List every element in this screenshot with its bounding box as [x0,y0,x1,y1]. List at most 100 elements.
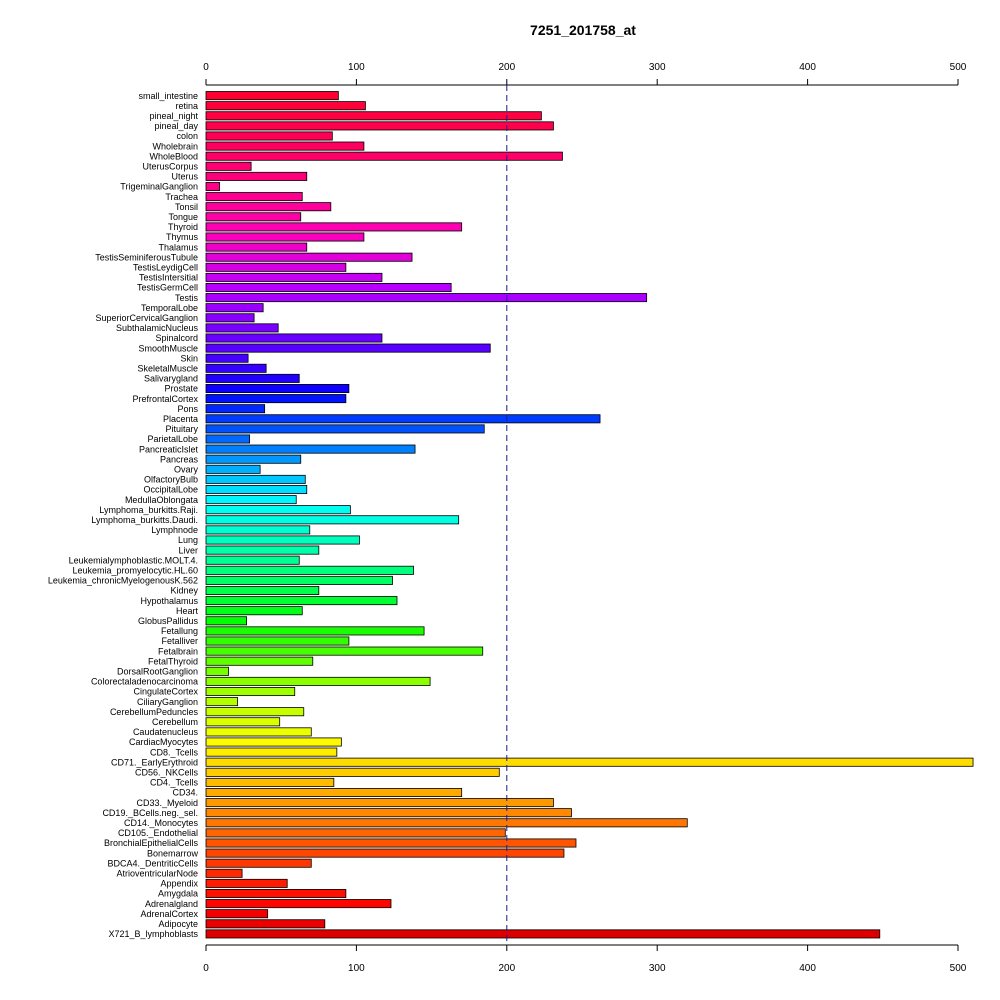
bar [205,646,484,656]
category-label: Pons [177,404,198,414]
bar [205,818,688,828]
category-label: TestisGermCell [137,283,198,293]
category-label: Placenta [163,414,198,424]
bar [205,757,974,767]
bar [205,899,392,909]
bar [205,747,338,757]
bar [205,282,452,292]
bar [205,878,288,888]
category-label: FetalThyroid [148,656,198,666]
category-label: TrigeminalGanglion [120,182,198,192]
category-label: OccipitalLobe [143,485,198,495]
category-label: CiliaryGanglion [137,697,198,707]
category-label: retina [175,101,198,111]
category-label: Ovary [174,465,199,475]
category-label: Lymphnode [151,525,198,535]
bar [205,515,460,525]
bar [205,666,229,676]
category-label: Testis [175,293,199,303]
bar [205,495,297,505]
bar [205,545,320,555]
bar [205,858,312,868]
category-label: TestisSeminiferousTubule [95,252,198,262]
bar [205,717,281,727]
category-label: Fetalbrain [158,646,198,656]
bar [205,141,365,151]
top-axis: 0 100 200 300 400 500 [203,62,967,86]
category-label: Liver [178,545,198,555]
category-label: Tongue [168,212,198,222]
bar [205,212,302,222]
bar [205,848,565,858]
bar [205,91,339,101]
bar [205,424,485,434]
bottom-axis-tick-label: 500 [950,963,967,974]
category-label: TestisIntersitial [139,273,198,283]
bar [205,555,300,565]
bar [205,394,347,404]
category-label: Adrenalgland [145,899,198,909]
bottom-axis-tick-label: 200 [498,963,515,974]
category-label: Skin [180,353,198,363]
bar [205,596,398,606]
bar [205,636,350,646]
category-label: CD8._Tcells [150,747,199,757]
bar [205,919,326,929]
bar [205,242,308,252]
bar [205,101,366,111]
category-label: GlobusPallidus [138,616,199,626]
category-label: BronchialEpithelialCells [104,838,199,848]
category-label: Amygdala [158,889,198,899]
category-label: AtrioventricularNode [116,869,198,879]
category-label: OlfactoryBulb [144,475,198,485]
bar [205,777,335,787]
bar [205,414,601,424]
bar [205,889,347,899]
category-label: Pancreas [160,454,199,464]
category-label: CerebellumPeduncles [110,707,199,717]
category-label: SkeletalMuscle [137,364,198,374]
category-label: pineal_day [154,121,198,131]
bar [205,656,314,666]
bar [205,171,308,181]
bar [205,808,572,818]
category-label: SubthalamicNucleus [116,323,199,333]
category-label: Cerebellum [152,717,198,727]
category-label: CD56._NKCells [135,768,199,778]
bar [205,313,255,323]
category-label: colon [176,131,198,141]
bar [205,363,267,373]
bar [205,909,269,919]
bar [205,272,383,282]
category-label: Thalamus [158,242,198,252]
category-label: Caudatenucleus [133,727,199,737]
bar [205,565,414,575]
category-label: Salivarygland [144,374,198,384]
bar [205,111,542,121]
category-label: pineal_night [149,111,198,121]
category-label: Trachea [165,192,198,202]
bar [205,626,425,636]
category-label: Fetallung [161,626,198,636]
category-label: Leukemia_promyelocytic.HL.60 [72,566,198,576]
chart-title: 7251_201758_at [530,22,636,38]
bar [205,484,308,494]
category-label: UterusCorpus [142,162,198,172]
bar [205,383,350,393]
category-label: Heart [176,606,199,616]
category-label: Bonemarrow [147,848,199,858]
bar [205,323,279,333]
bar [205,404,266,414]
category-label: CardiacMyocytes [129,737,199,747]
bar [205,575,393,585]
category-label: BDCA4._DentriticCells [107,858,198,868]
category-label: Fetalliver [161,636,198,646]
category-label: small_intestine [138,91,198,101]
category-label: Hypothalamus [140,596,198,606]
category-label: CD34. [172,788,198,798]
bars-group [205,91,974,939]
category-label: Leukemia_chronicMyelogenousK.562 [48,576,198,586]
bar [205,262,347,272]
